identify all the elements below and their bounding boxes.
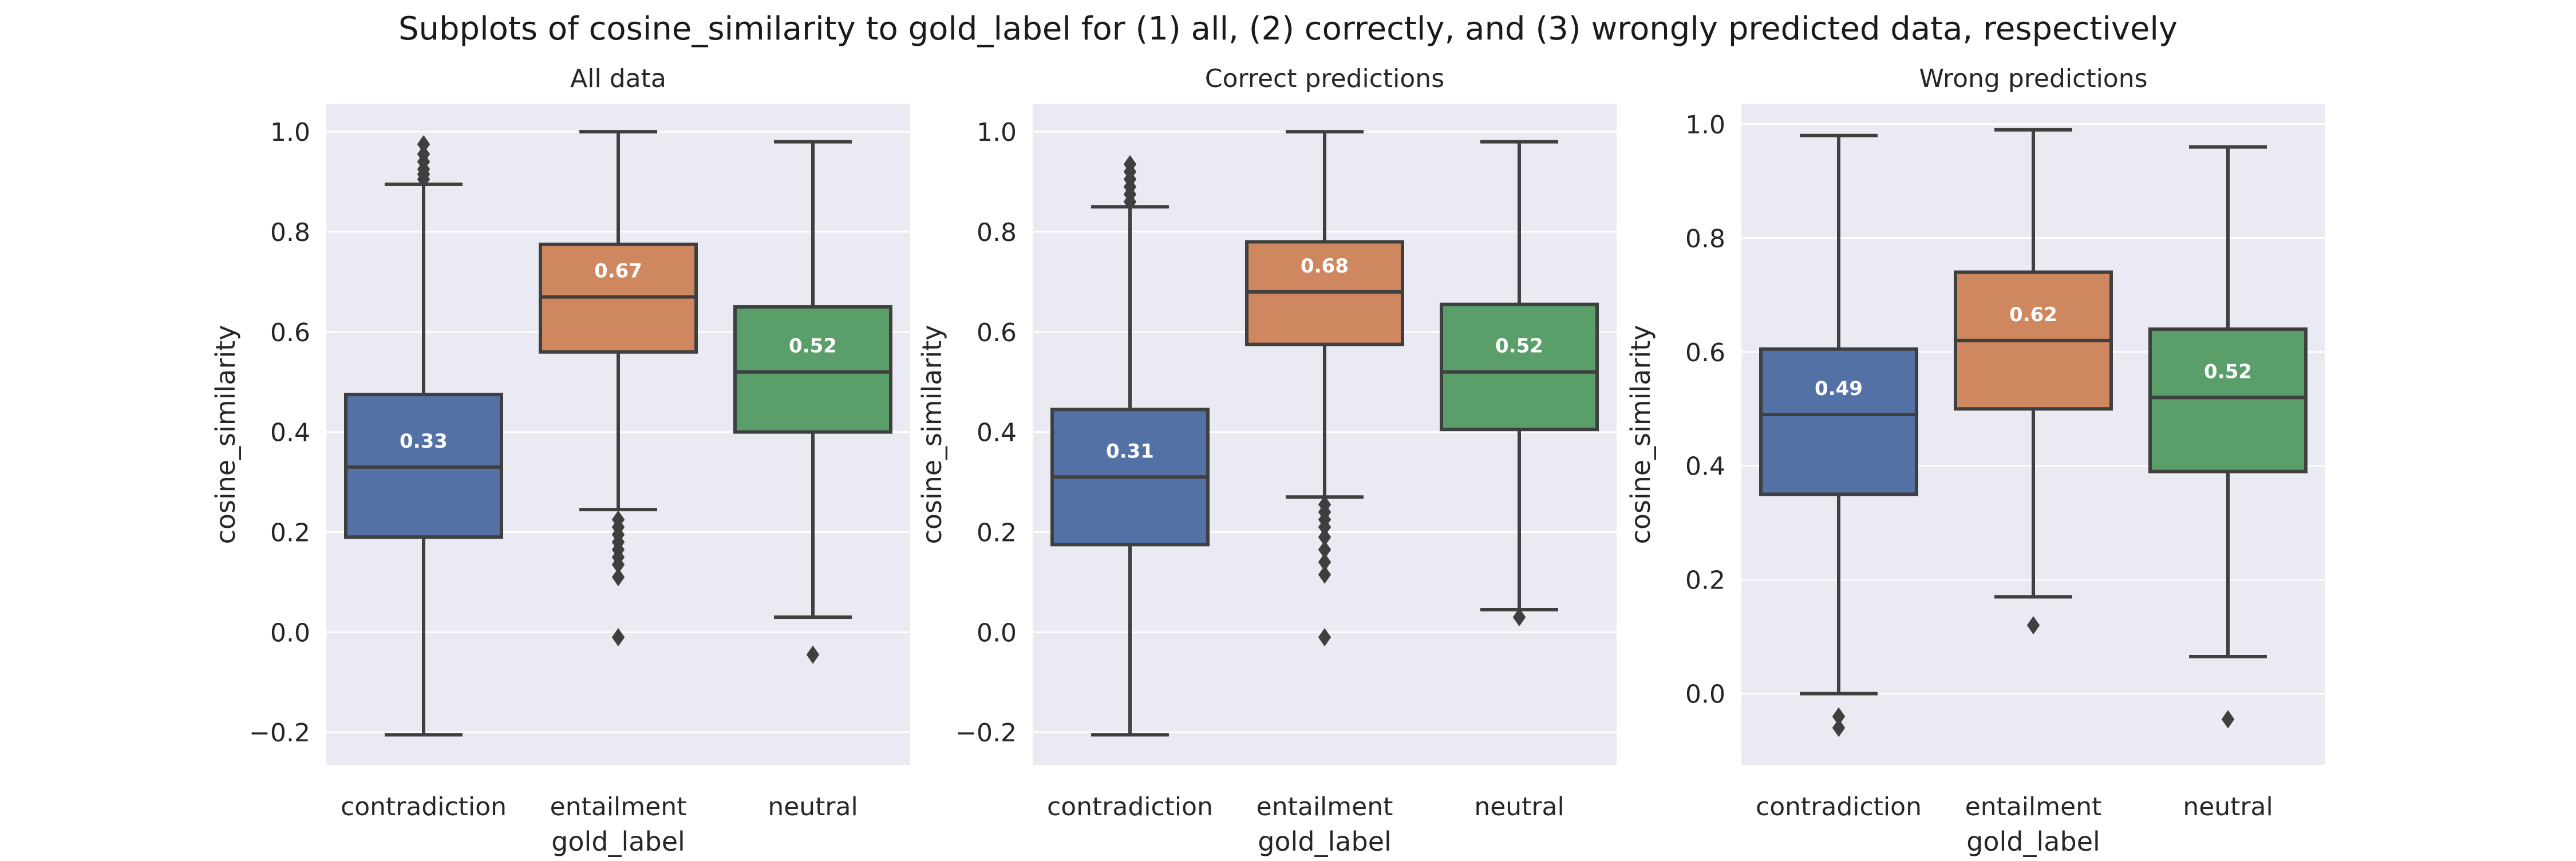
median-value-label: 0.62 — [2009, 303, 2057, 326]
median-value-label: 0.31 — [1106, 440, 1154, 463]
median-value-label: 0.49 — [1815, 377, 1863, 400]
outlier-point — [1512, 608, 1526, 627]
y-tick-label: 0.0 — [977, 618, 1017, 647]
y-tick-label: 0.4 — [977, 418, 1017, 448]
subplot-title: Correct predictions — [1205, 64, 1444, 93]
y-tick-label: 0.6 — [1685, 338, 1725, 368]
box-neutral: 0.52 — [733, 140, 892, 664]
y-tick-label: −0.2 — [955, 718, 1017, 748]
y-tick-label: 0.8 — [977, 218, 1017, 247]
outlier-point — [1318, 540, 1332, 559]
x-tick-label: entailment — [550, 792, 687, 821]
y-tick-label: 0.2 — [1685, 566, 1725, 595]
box-neutral: 0.52 — [1440, 140, 1599, 627]
outlier-point — [417, 145, 430, 164]
outlier-point — [1318, 552, 1332, 571]
x-tick-label: neutral — [2183, 792, 2273, 821]
x-axis-label: gold_label — [551, 826, 685, 857]
outlier-point — [1318, 528, 1332, 547]
subplot-3: 0.0 0.2 0.4 0.6 0.8 1.0 Wrong predictions gold_… — [1625, 64, 2325, 857]
box-contradiction: 0.49 — [1759, 133, 1918, 737]
x-tick-label: entailment — [1257, 792, 1393, 821]
median-value-label: 0.33 — [400, 430, 448, 453]
box-iqr — [733, 305, 892, 434]
x-axis-label: gold_label — [1966, 826, 2100, 857]
subplot-1: −0.2 0.0 0.2 0.4 0.6 0.8 1.0 All data gold_label… — [210, 64, 910, 857]
outlier-point — [1318, 565, 1332, 584]
x-tick-label: contradiction — [341, 792, 507, 821]
outlier-point — [1832, 707, 1846, 726]
x-axis-label: gold_label — [1258, 826, 1392, 857]
y-axis-label: cosine_similarity — [210, 325, 241, 544]
y-tick-label: 0.0 — [1685, 680, 1725, 709]
box-iqr — [1440, 302, 1599, 432]
box-contradiction: 0.33 — [344, 135, 503, 737]
median-value-label: 0.67 — [594, 260, 642, 283]
y-tick-label: 0.2 — [977, 518, 1017, 547]
y-tick-label: 0.0 — [270, 618, 310, 647]
y-axis-label: cosine_similarity — [1625, 325, 1656, 544]
x-tick-label: entailment — [1965, 792, 2102, 821]
median-value-label: 0.68 — [1301, 255, 1349, 278]
subplot-title: All data — [570, 64, 666, 93]
box-entailment: 0.68 — [1245, 130, 1404, 647]
y-tick-label: 0.6 — [270, 318, 310, 347]
outlier-point — [611, 568, 625, 587]
box-entailment: 0.67 — [539, 130, 698, 647]
box-neutral: 0.52 — [2148, 145, 2308, 729]
box-iqr — [1759, 347, 1918, 496]
y-tick-label: 1.0 — [977, 118, 1017, 147]
y-tick-label: 0.8 — [1685, 224, 1725, 254]
y-tick-label: 0.4 — [270, 418, 310, 448]
x-tick-label: neutral — [768, 792, 858, 821]
y-tick-label: 0.6 — [977, 318, 1017, 347]
outlier-point — [611, 628, 625, 647]
figure-suptitle: Subplots of cosine_similarity to gold_la… — [398, 10, 2178, 48]
outlier-point — [1832, 718, 1846, 737]
x-tick-label: contradiction — [1047, 792, 1213, 821]
outlier-point — [417, 135, 430, 153]
x-tick-label: neutral — [1474, 792, 1564, 821]
y-tick-label: 0.2 — [270, 518, 310, 547]
box-contradiction: 0.31 — [1050, 155, 1210, 737]
box-entailment: 0.62 — [1954, 128, 2113, 635]
subplot-title: Wrong predictions — [1919, 64, 2147, 93]
outlier-point — [806, 645, 820, 664]
outlier-point — [2221, 710, 2235, 729]
outlier-point — [611, 555, 625, 574]
y-axis-label: cosine_similarity — [916, 325, 947, 544]
outlier-point — [2026, 616, 2040, 635]
x-tick-label: contradiction — [1756, 792, 1922, 821]
subplot-2: −0.2 0.0 0.2 0.4 0.6 0.8 1.0 Correct prediction… — [916, 64, 1617, 857]
outlier-point — [1318, 628, 1332, 647]
y-tick-label: −0.2 — [249, 718, 310, 748]
median-value-label: 0.52 — [2204, 360, 2252, 383]
median-value-label: 0.52 — [1495, 335, 1543, 358]
y-tick-label: 0.8 — [270, 218, 310, 247]
y-tick-label: 1.0 — [270, 118, 310, 147]
y-tick-label: 0.4 — [1685, 452, 1725, 481]
y-tick-label: 1.0 — [1685, 110, 1725, 140]
outlier-point — [1318, 518, 1332, 536]
outlier-point — [1123, 155, 1137, 173]
median-value-label: 0.52 — [789, 335, 837, 358]
box-iqr — [2148, 327, 2308, 473]
